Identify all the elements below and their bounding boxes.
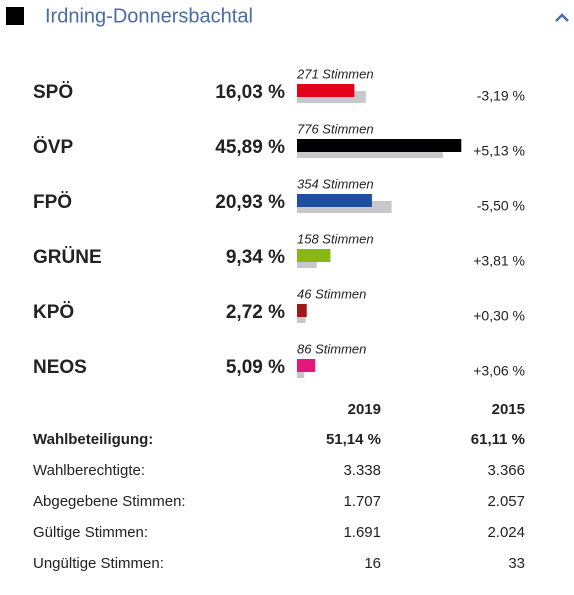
party-percent: 16,03 % <box>215 82 285 103</box>
party-name: NEOS <box>33 357 87 378</box>
party-name: GRÜNE <box>33 247 102 268</box>
stat-label: Gültige Stimmen: <box>33 524 148 541</box>
percent-bar <box>297 304 307 317</box>
party-votes: 354 Stimmen <box>297 176 374 191</box>
percent-bar <box>297 359 316 372</box>
header-title: Irdning-Donnersbachtal <box>45 5 253 27</box>
stat-value: 3.366 <box>487 462 525 479</box>
stat-value: 33 <box>508 555 525 572</box>
party-votes: 158 Stimmen <box>297 231 374 246</box>
party-percent: 20,93 % <box>215 192 285 213</box>
party-percent: 5,09 % <box>226 357 285 378</box>
party-name: KPÖ <box>33 302 74 323</box>
percent-bar <box>297 249 331 262</box>
party-percent: 45,89 % <box>215 137 285 158</box>
party-change: +0,30 % <box>473 308 525 324</box>
stat-label: Abgegebene Stimmen: <box>33 493 186 510</box>
party-name: SPÖ <box>33 82 73 103</box>
stat-value: 3.338 <box>343 462 381 479</box>
party-name: FPÖ <box>33 192 72 213</box>
stat-value: 16 <box>364 555 381 572</box>
party-change: +3,81 % <box>473 253 525 269</box>
stat-label: Wahlberechtigte: <box>33 462 145 479</box>
stat-label: Ungültige Stimmen: <box>33 555 164 572</box>
stat-value: 2.057 <box>487 493 525 510</box>
party-change: -5,50 % <box>477 198 525 214</box>
collapse-toggle[interactable] <box>555 13 569 22</box>
stat-value: 1.691 <box>343 524 381 541</box>
party-votes: 271 Stimmen <box>296 66 374 81</box>
stat-value: 2.024 <box>487 524 525 541</box>
party-votes: 46 Stimmen <box>297 286 366 301</box>
stat-label: Wahlbeteiligung: <box>33 431 153 448</box>
stat-value: 51,14 % <box>326 431 381 448</box>
party-change: +5,13 % <box>473 143 525 159</box>
party-percent: 2,72 % <box>226 302 285 323</box>
party-percent: 9,34 % <box>226 247 285 268</box>
party-votes: 776 Stimmen <box>297 121 374 136</box>
party-change: +3,06 % <box>473 363 525 379</box>
year-header: 2015 <box>492 401 525 418</box>
percent-bar <box>297 84 355 97</box>
header-icon <box>6 7 24 25</box>
percent-bar <box>297 194 372 207</box>
year-header: 2019 <box>348 401 381 418</box>
party-change: -3,19 % <box>477 88 525 104</box>
stat-value: 1.707 <box>343 493 381 510</box>
party-votes: 86 Stimmen <box>297 341 366 356</box>
percent-bar <box>297 139 462 152</box>
stat-value: 61,11 % <box>471 431 525 448</box>
party-name: ÖVP <box>33 137 73 158</box>
